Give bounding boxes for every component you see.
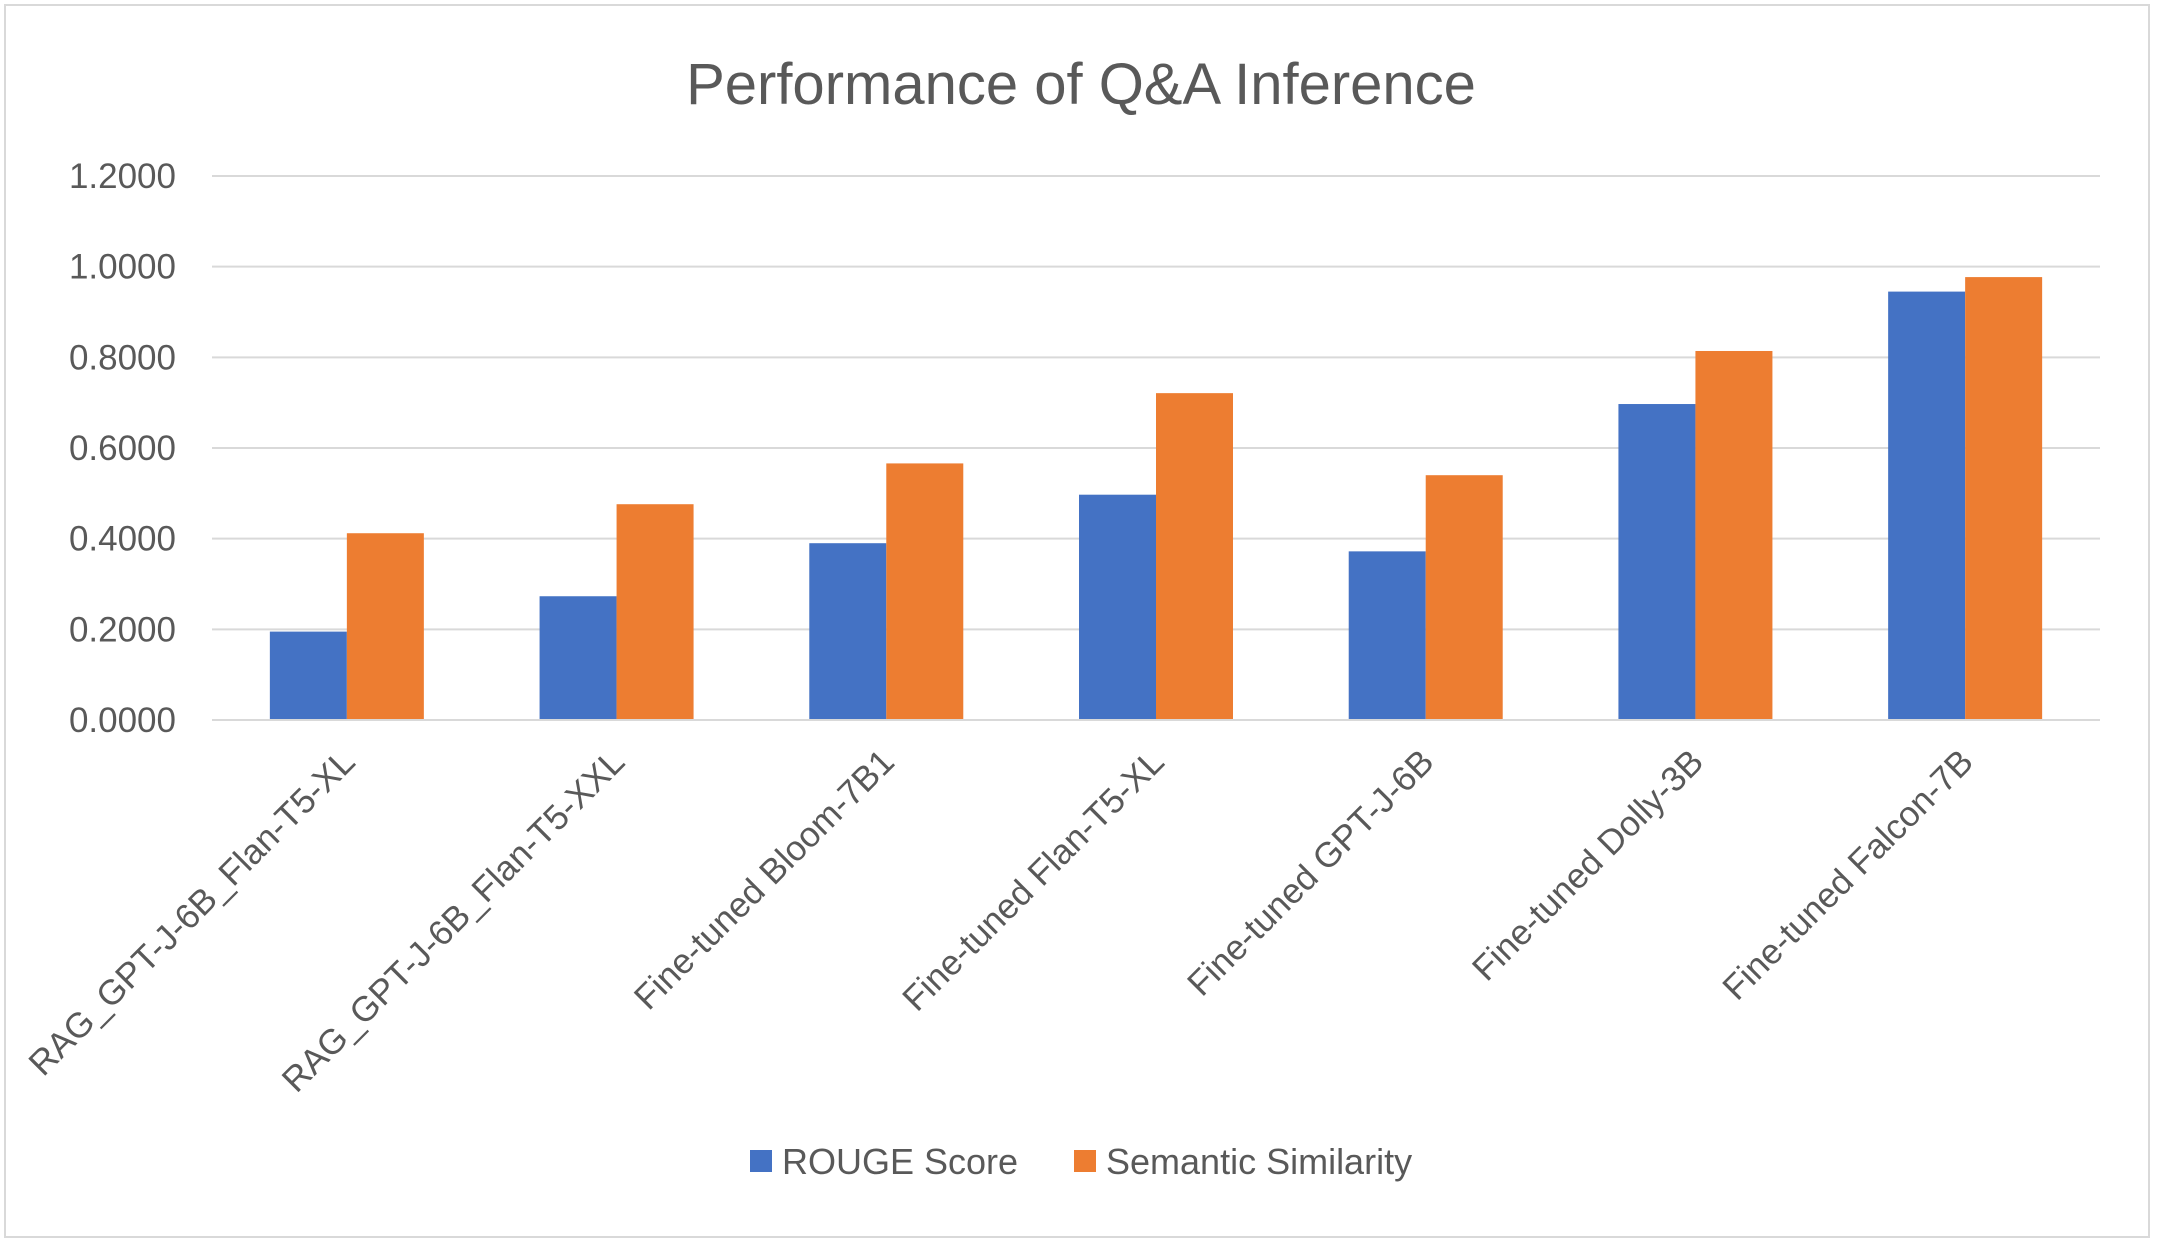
bar-semantic-0 <box>346 533 424 720</box>
bar-chart: Performance of Q&A Inference 0.0000 0.200… <box>21 52 2100 1182</box>
legend-label: ROUGE Score <box>782 1141 1018 1182</box>
x-axis-category-labels: RAG_GPT-J-6B_Flan-T5-XLRAG_GPT-J-6B_Flan… <box>21 742 1980 1100</box>
bar-semantic-5 <box>1695 350 1773 720</box>
y-tick-label: 0.6000 <box>69 429 176 468</box>
y-tick-label: 0.4000 <box>69 520 176 559</box>
y-tick-label: 0.8000 <box>69 338 176 377</box>
x-category-label: Fine-tuned GPT-J-6B <box>1180 742 1441 1003</box>
legend-swatch-semantic <box>1074 1150 1096 1172</box>
bar-semantic-2 <box>886 463 964 720</box>
legend: ROUGE Score Semantic Similarity <box>750 1141 1412 1182</box>
y-tick-label: 0.0000 <box>69 701 176 740</box>
bar-rouge-5 <box>1618 404 1696 720</box>
x-category-label: Fine-tuned Dolly-3B <box>1465 742 1711 988</box>
x-category-label: Fine-tuned Bloom-7B1 <box>627 742 902 1017</box>
y-tick-label: 1.0000 <box>69 248 176 287</box>
bar-rouge-4 <box>1348 551 1426 720</box>
bar-semantic-1 <box>616 504 694 720</box>
bar-rouge-6 <box>1888 291 1966 720</box>
bar-rouge-2 <box>809 543 887 720</box>
x-category-label: Fine-tuned Falcon-7B <box>1715 742 1981 1008</box>
bar-semantic-6 <box>1965 277 2043 720</box>
bar-rouge-1 <box>539 596 617 720</box>
bar-rouge-3 <box>1079 494 1156 720</box>
legend-label: Semantic Similarity <box>1106 1141 1412 1182</box>
bars <box>212 277 2100 721</box>
x-category-label: Fine-tuned Flan-T5-XL <box>895 742 1172 1019</box>
legend-swatch-rouge <box>750 1150 772 1172</box>
chart-title: Performance of Q&A Inference <box>686 52 1476 117</box>
y-tick-label: 1.2000 <box>69 157 176 196</box>
bar-semantic-4 <box>1425 475 1503 720</box>
bar-semantic-3 <box>1156 393 1233 720</box>
bar-rouge-0 <box>269 631 347 720</box>
y-tick-label: 0.2000 <box>69 610 176 649</box>
chart-frame: Performance of Q&A Inference 0.0000 0.200… <box>4 4 2150 1238</box>
x-category-label: RAG_GPT-J-6B_Flan-T5-XL <box>21 742 362 1083</box>
y-axis-tick-labels: 0.0000 0.2000 0.4000 0.6000 0.8000 1.0000 1.20… <box>69 157 176 740</box>
